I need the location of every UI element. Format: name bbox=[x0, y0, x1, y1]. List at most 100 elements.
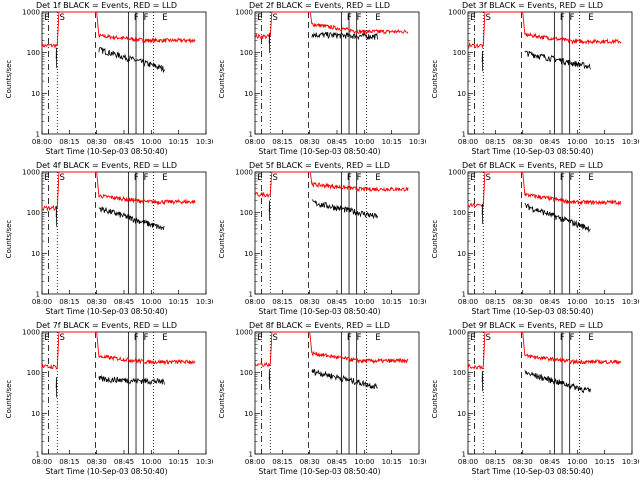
x-tick-label: 10:00 bbox=[354, 458, 374, 466]
event-marker-label: E bbox=[162, 173, 167, 183]
x-tick-label: 10:30 bbox=[622, 298, 639, 306]
panel-plot-area: 1 10 100 1000 08:00 08:15 08:30 08:45 10:00 10:15… bbox=[235, 169, 426, 307]
y-tick-label: 1 bbox=[249, 131, 253, 139]
axes-frame bbox=[254, 11, 420, 135]
y-axis-label: Counts/sec bbox=[218, 219, 226, 259]
x-tick-label: 08:15 bbox=[485, 458, 505, 466]
y-tick-label: 10 bbox=[31, 250, 40, 258]
event-marker-label: E bbox=[162, 333, 167, 343]
y-tick-label: 1000 bbox=[448, 9, 466, 17]
x-tick-label: 10:15 bbox=[595, 138, 615, 146]
lld-series-line bbox=[41, 171, 196, 212]
y-tick-label: 1 bbox=[36, 291, 40, 299]
detector-panel: 1 10 100 1000 08:00 08:15 08:30 08:45 10:00 10:15… bbox=[0, 320, 213, 480]
events-series-line bbox=[481, 369, 591, 394]
panel-plot-area: 1 10 100 1000 08:00 08:15 08:30 08:45 10:00 10:15… bbox=[448, 329, 639, 467]
y-tick-label: 10 bbox=[457, 410, 466, 418]
x-tick-label: 08:00 bbox=[32, 458, 52, 466]
event-marker-label: F bbox=[570, 173, 575, 183]
event-marker-label: S bbox=[272, 333, 277, 343]
axes-frame bbox=[467, 11, 633, 135]
y-axis-label: Counts/sec bbox=[431, 219, 439, 259]
x-tick-label: 10:00 bbox=[354, 138, 374, 146]
event-marker-label: S bbox=[485, 13, 490, 23]
event-marker-label: E bbox=[470, 13, 475, 23]
y-tick-label: 1000 bbox=[448, 329, 466, 337]
event-marker-label: F bbox=[144, 333, 149, 343]
lld-series-line bbox=[254, 171, 409, 199]
x-tick-label: 10:15 bbox=[382, 458, 402, 466]
events-series-line bbox=[481, 50, 591, 72]
event-marker-label: F bbox=[347, 333, 352, 343]
event-marker-label: F bbox=[357, 173, 362, 183]
events-series-line bbox=[268, 199, 378, 221]
x-tick-label: 10:30 bbox=[409, 138, 426, 146]
event-marker-label: E bbox=[375, 13, 380, 23]
events-series-line bbox=[268, 31, 378, 54]
event-marker-label: F bbox=[560, 173, 565, 183]
x-tick-label: 10:15 bbox=[169, 138, 189, 146]
panel-title: Det 2f BLACK = Events, RED = LLD bbox=[248, 1, 391, 10]
axes-frame bbox=[467, 331, 633, 455]
event-marker-label: F bbox=[347, 13, 352, 23]
y-axis-label: Counts/sec bbox=[218, 379, 226, 419]
x-tick-label: 10:00 bbox=[354, 298, 374, 306]
y-tick-label: 100 bbox=[240, 49, 253, 57]
detector-panel: 1 10 100 1000 08:00 08:15 08:30 08:45 10:00 10:15… bbox=[0, 160, 213, 320]
x-tick-label: 08:45 bbox=[540, 138, 560, 146]
y-tick-label: 1000 bbox=[235, 169, 253, 177]
x-tick-label: 10:30 bbox=[196, 138, 213, 146]
x-tick-label: 08:45 bbox=[327, 138, 347, 146]
event-marker-label: F bbox=[144, 13, 149, 23]
x-tick-label: 08:15 bbox=[485, 138, 505, 146]
panel-plot-area: 1 10 100 1000 08:00 08:15 08:30 08:45 10:00 10:15… bbox=[235, 329, 426, 467]
x-tick-label: 10:30 bbox=[409, 298, 426, 306]
x-tick-label: 10:15 bbox=[169, 298, 189, 306]
x-tick-label: 10:30 bbox=[196, 458, 213, 466]
x-tick-label: 08:30 bbox=[300, 458, 320, 466]
x-tick-label: 10:30 bbox=[622, 458, 639, 466]
y-axis-label: Counts/sec bbox=[218, 59, 226, 99]
detector-panel: 1 10 100 1000 08:00 08:15 08:30 08:45 10:00 10:15… bbox=[213, 0, 426, 160]
panel-plot-area: 1 10 100 1000 08:00 08:15 08:30 08:45 10:00 10:15… bbox=[22, 169, 213, 307]
x-tick-label: 08:00 bbox=[245, 298, 265, 306]
y-tick-label: 100 bbox=[453, 369, 466, 377]
axes-frame bbox=[41, 331, 207, 455]
x-tick-label: 08:00 bbox=[458, 298, 478, 306]
x-tick-label: 08:00 bbox=[245, 458, 265, 466]
lld-series-line bbox=[467, 331, 622, 371]
x-tick-label: 08:15 bbox=[272, 298, 292, 306]
x-tick-label: 10:30 bbox=[409, 458, 426, 466]
event-marker-label: F bbox=[357, 13, 362, 23]
event-marker-label: F bbox=[357, 333, 362, 343]
detector-panel: 1 10 100 1000 08:00 08:15 08:30 08:45 10:00 10:15… bbox=[426, 0, 639, 160]
x-axis-label: Start Time (10-Sep-03 08:50:40) bbox=[471, 147, 594, 156]
event-marker-label: E bbox=[44, 173, 49, 183]
detector-panel: 1 10 100 1000 08:00 08:15 08:30 08:45 10:00 10:15… bbox=[426, 320, 639, 480]
y-tick-label: 100 bbox=[240, 369, 253, 377]
y-axis-label: Counts/sec bbox=[431, 59, 439, 99]
lld-series-line bbox=[41, 331, 196, 370]
lld-series-line bbox=[41, 11, 196, 50]
y-tick-label: 100 bbox=[27, 49, 40, 57]
y-tick-label: 1 bbox=[36, 131, 40, 139]
y-tick-label: 10 bbox=[244, 90, 253, 98]
panel-plot-area: 1 10 100 1000 08:00 08:15 08:30 08:45 10:00 10:15… bbox=[22, 9, 213, 147]
x-tick-label: 10:15 bbox=[595, 458, 615, 466]
x-tick-label: 08:30 bbox=[513, 298, 533, 306]
y-axis-label: Counts/sec bbox=[5, 59, 13, 99]
y-tick-label: 100 bbox=[27, 209, 40, 217]
panel-title: Det 8f BLACK = Events, RED = LLD bbox=[248, 321, 391, 330]
y-tick-label: 100 bbox=[453, 49, 466, 57]
x-tick-label: 08:00 bbox=[32, 138, 52, 146]
y-tick-label: 100 bbox=[27, 369, 40, 377]
y-tick-label: 10 bbox=[457, 90, 466, 98]
event-marker-label: F bbox=[570, 333, 575, 343]
x-tick-label: 08:15 bbox=[485, 298, 505, 306]
y-tick-label: 1 bbox=[249, 291, 253, 299]
event-marker-label: S bbox=[485, 333, 490, 343]
y-tick-label: 10 bbox=[31, 90, 40, 98]
panel-plot-area: 1 10 100 1000 08:00 08:15 08:30 08:45 10:00 10:15… bbox=[448, 169, 639, 307]
event-marker-label: F bbox=[134, 333, 139, 343]
